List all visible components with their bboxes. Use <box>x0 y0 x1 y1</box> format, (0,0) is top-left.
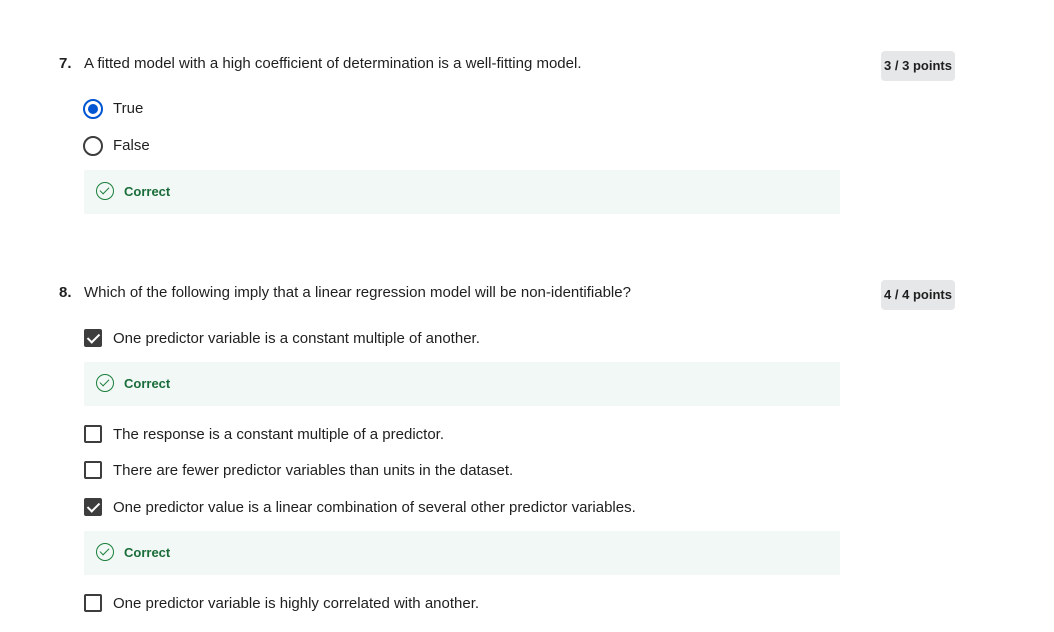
question-text: Which of the following imply that a line… <box>84 284 631 301</box>
feedback-correct: Correct <box>84 170 840 214</box>
checkbox-unchecked-icon[interactable] <box>84 461 102 479</box>
radio-unselected-icon[interactable] <box>83 136 103 156</box>
feedback-correct: Correct <box>84 531 840 575</box>
option-label: One predictor variable is a constant mul… <box>113 330 480 347</box>
question-number: 7. <box>59 55 72 72</box>
option-label: False <box>113 137 150 154</box>
feedback-label: Correct <box>124 376 171 391</box>
question-number: 8. <box>59 284 72 301</box>
checkbox-option[interactable]: The response is a constant multiple of a… <box>84 424 784 446</box>
checkbox-unchecked-icon[interactable] <box>84 594 102 612</box>
checkbox-option[interactable]: One predictor value is a linear combinat… <box>84 497 784 519</box>
radio-selected-icon[interactable] <box>83 99 103 119</box>
option-label: The response is a constant multiple of a… <box>113 426 445 443</box>
check-circle-icon <box>96 182 114 200</box>
radio-option-false[interactable]: False <box>83 135 283 157</box>
checkbox-checked-icon[interactable] <box>84 498 102 516</box>
checkbox-option[interactable]: One predictor variable is a constant mul… <box>84 328 784 350</box>
option-label: There are fewer predictor variables than… <box>113 462 514 479</box>
option-label: One predictor variable is highly correla… <box>113 595 480 612</box>
check-circle-icon <box>96 374 114 392</box>
radio-option-true[interactable]: True <box>83 98 283 120</box>
checkbox-option[interactable]: There are fewer predictor variables than… <box>84 460 784 482</box>
checkbox-unchecked-icon[interactable] <box>84 425 102 443</box>
points-badge: 3 / 3 points <box>881 51 955 81</box>
check-circle-icon <box>96 543 114 561</box>
checkbox-checked-icon[interactable] <box>84 329 102 347</box>
option-label: One predictor value is a linear combinat… <box>113 499 636 516</box>
question-text: A fitted model with a high coefficient o… <box>84 55 582 72</box>
feedback-correct: Correct <box>84 362 840 406</box>
option-label: True <box>113 100 144 117</box>
points-badge: 4 / 4 points <box>881 280 955 310</box>
checkbox-option[interactable]: One predictor variable is highly correla… <box>84 593 784 615</box>
feedback-label: Correct <box>124 545 171 560</box>
feedback-label: Correct <box>124 184 171 199</box>
